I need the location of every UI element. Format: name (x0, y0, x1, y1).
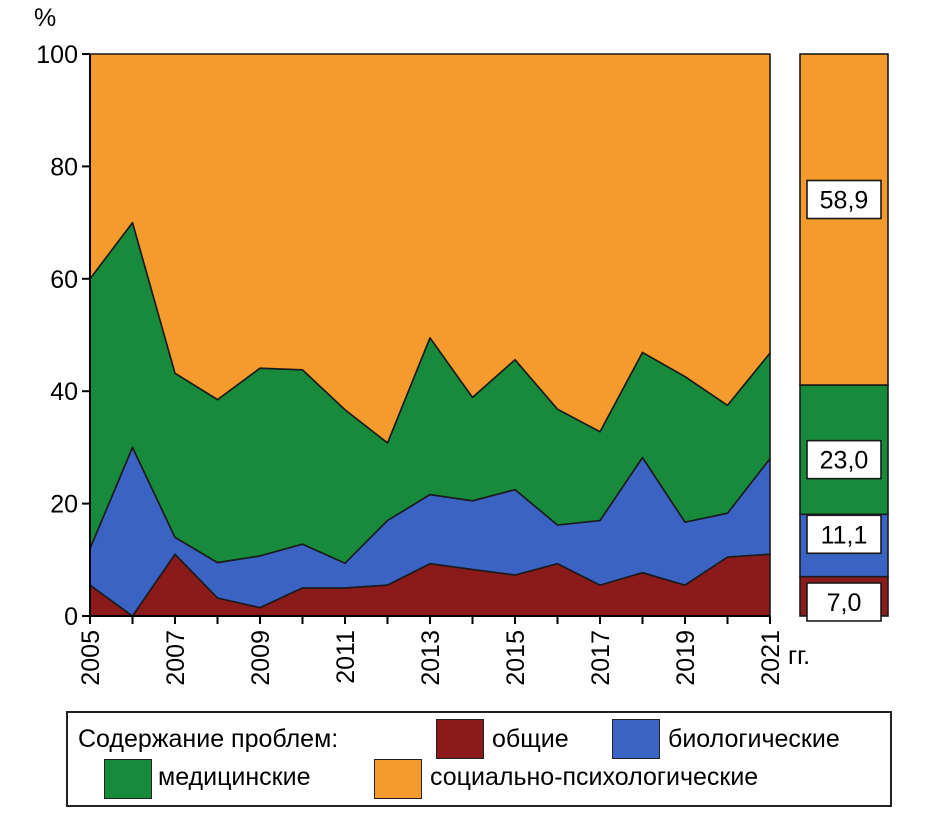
y-tick-label-100: 100 (36, 41, 78, 69)
x-unit-label: гг. (788, 642, 810, 670)
axes-group: 0 20 40 60 80 100% 2005 2007 2009 2011 2013 2015 201… (34, 4, 810, 686)
summary-value-box-medical (806, 439, 882, 480)
y-tick-label-80: 80 (50, 153, 78, 181)
x-tick-label-2005: 2005 (77, 630, 105, 686)
legend-swatch-biological (612, 719, 660, 759)
y-tick-label-60: 60 (50, 266, 78, 294)
legend-label-biological: биологические (668, 725, 840, 753)
area-social (89, 53, 771, 444)
summary-segment-social (799, 53, 889, 386)
summary-value-box-general (806, 582, 882, 622)
y-tick-label-20: 20 (50, 491, 78, 519)
legend-label-social: социально-психологические (430, 763, 759, 791)
legend-label-general: общие (492, 725, 569, 753)
x-tick-label-2021: 2021 (757, 630, 785, 686)
y-tick-label-0: 0 (64, 603, 78, 631)
summary-value-box-biological (806, 514, 882, 555)
y-unit-label: % (34, 4, 56, 32)
stacked-area-chart: 7,0 11,1 23,0 58,9 0 20 40 60 80 100% 2005 2007 200… (34, 4, 889, 686)
x-tick-label-2017: 2017 (587, 630, 615, 686)
x-tick-label-2019: 2019 (672, 630, 700, 686)
summary-value-label-medical: 23,0 (820, 447, 869, 475)
summary-value-label-biological: 11,1 (821, 521, 868, 549)
x-tick-label-2009: 2009 (247, 630, 275, 686)
legend-swatch-general (436, 719, 484, 759)
legend-swatch-medical (104, 759, 152, 799)
x-tick-label-2007: 2007 (162, 630, 190, 686)
area-series-group (89, 53, 771, 617)
legend: Содержание проблем: общие биологические … (66, 711, 892, 807)
legend-title: Содержание проблем: (78, 725, 339, 753)
summary-value-label-general: 7,0 (827, 589, 862, 617)
x-tick-label-2013: 2013 (417, 630, 445, 686)
y-tick-label-40: 40 (50, 378, 78, 406)
summary-bar-group: 7,0 11,1 23,0 58,9 (799, 53, 889, 622)
summary-value-box-social (806, 179, 882, 220)
legend-label-medical: медицинские (158, 763, 311, 791)
legend-swatch-social (374, 759, 422, 799)
x-tick-label-2011: 2011 (332, 630, 360, 684)
summary-value-label-social: 58,9 (820, 187, 869, 215)
x-tick-label-2015: 2015 (502, 630, 530, 686)
